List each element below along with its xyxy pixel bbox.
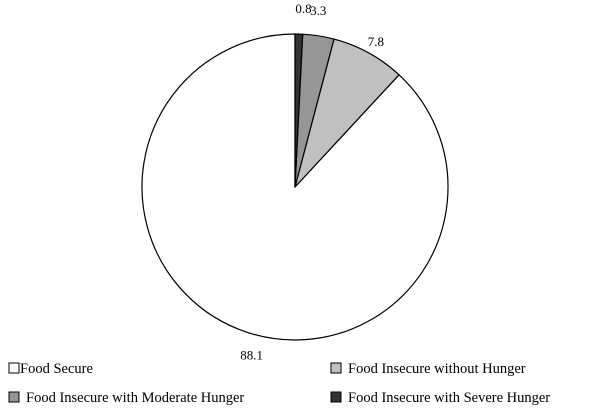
legend-label-food-secure: Food Secure xyxy=(20,361,93,377)
legend-label-food-insecure-moderate-hunger: Food Insecure with Moderate Hunger xyxy=(26,390,244,406)
legend-label-food-insecure-severe-hunger: Food Insecure with Severe Hunger xyxy=(348,390,550,406)
legend-swatch-food-insecure-severe-hunger xyxy=(330,391,342,403)
legend: Food Secure Food Insecure without Hunger F… xyxy=(8,361,550,406)
pie-slices xyxy=(141,33,449,341)
legend-item-food-insecure-moderate-hunger: Food Insecure with Moderate Hunger xyxy=(8,390,244,406)
data-label-food-secure: 88.1 xyxy=(240,347,263,362)
legend-item-food-insecure-without-hunger: Food Insecure without Hunger xyxy=(330,361,526,377)
legend-swatch-food-insecure-moderate-hunger xyxy=(8,391,20,403)
legend-swatch-food-insecure-without-hunger xyxy=(330,362,342,374)
data-label-food-insecure-severe-hunger: 0.8 xyxy=(295,1,311,16)
slice-food-insecure-severe-hunger xyxy=(294,33,304,188)
legend-item-food-insecure-severe-hunger: Food Insecure with Severe Hunger xyxy=(330,390,550,406)
legend-item-food-secure: Food Secure xyxy=(8,361,93,377)
legend-swatch-food-secure xyxy=(8,362,20,374)
legend-label-food-insecure-without-hunger: Food Insecure without Hunger xyxy=(348,361,526,377)
data-label-food-insecure-moderate-hunger: 3.3 xyxy=(310,3,326,18)
data-labels: 88.1 7.8 3.30.8 xyxy=(240,1,384,362)
data-label-food-insecure-without-hunger: 7.8 xyxy=(368,34,384,49)
